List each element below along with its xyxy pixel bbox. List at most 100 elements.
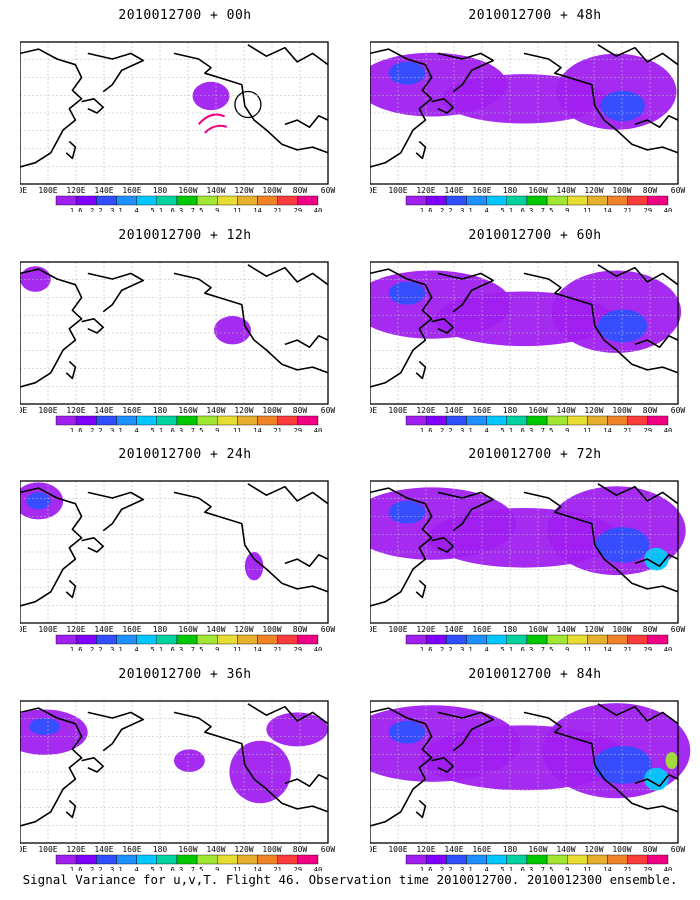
colorbar-swatch: [277, 854, 299, 865]
variance-region: [20, 266, 51, 292]
lon-label: 120W: [584, 186, 603, 195]
coastline: [523, 272, 679, 374]
colorbar-label: 11: [583, 866, 591, 871]
colorbar-label: 21: [623, 866, 631, 871]
colorbar-label: 40: [314, 866, 322, 871]
colorbar-label: 29: [294, 646, 302, 651]
variance-region: [266, 712, 328, 747]
colorbar-label: 3.1: [460, 207, 473, 212]
variance-region: [244, 552, 264, 581]
lon-label: 80W: [293, 406, 308, 415]
coastline: [431, 318, 454, 334]
colorbar-swatch: [156, 634, 178, 645]
lon-label: 160E: [122, 186, 141, 195]
colorbar-label: 4: [485, 427, 489, 432]
colorbar-label: 29: [644, 207, 652, 212]
lon-label: 80E: [370, 845, 377, 854]
lon-label: 100W: [612, 186, 631, 195]
colorbar-swatch: [425, 854, 447, 865]
lon-label: 120W: [584, 406, 603, 415]
panel-title: 2010012700 + 84h: [468, 667, 602, 682]
colorbar-label: 6.3: [171, 866, 184, 871]
colorbar-swatch: [425, 415, 447, 426]
coastline: [415, 360, 427, 380]
lon-label: 120E: [416, 186, 435, 195]
colorbar-label: 9: [565, 427, 569, 432]
colorbar-swatch: [425, 634, 447, 645]
colorbar-swatch: [506, 195, 528, 206]
colorbar-label: 5.1: [150, 427, 163, 432]
colorbar-label: 1.6: [70, 866, 83, 871]
coastline: [81, 98, 104, 114]
lon-label: 60W: [671, 845, 686, 854]
coastline: [173, 52, 329, 154]
lon-label: 80E: [20, 406, 27, 415]
colorbar-swatch: [116, 195, 137, 206]
colorbar-label: 7.5: [191, 866, 204, 871]
colorbar-swatch: [156, 854, 178, 865]
lon-label: 100W: [262, 406, 281, 415]
colorbar-swatch: [156, 415, 178, 426]
lon-label: 100E: [38, 625, 57, 634]
colorbar-label: 6.3: [521, 866, 534, 871]
lon-label: 160E: [472, 186, 491, 195]
coastline: [284, 554, 329, 567]
colorbar-swatch: [546, 415, 568, 426]
lon-label: 160E: [472, 406, 491, 415]
lon-label: 120E: [416, 845, 435, 854]
colorbar-swatch: [237, 415, 258, 426]
colorbar-swatch: [446, 195, 467, 206]
colorbar-label: 4: [135, 427, 139, 432]
colorbar-label: 5.1: [150, 207, 163, 212]
colorbar-swatch: [75, 195, 97, 206]
lon-label: 140E: [94, 845, 113, 854]
lon-label: 180: [503, 406, 518, 415]
colorbar-swatch: [297, 415, 319, 426]
colorbar-label: 1.6: [420, 207, 433, 212]
colorbar-swatch: [297, 854, 319, 865]
map-panel: 2010012700 + 48h80N70N60N50N40N30N20N10N…: [370, 8, 700, 223]
map-frame: [370, 261, 679, 405]
coastline: [20, 707, 83, 827]
lon-label: 140W: [206, 625, 225, 634]
variance-region: [388, 61, 426, 85]
variance-region: [665, 752, 678, 770]
colorbar-swatch: [75, 415, 97, 426]
coastline: [370, 487, 433, 607]
colorbar-swatch: [136, 854, 157, 865]
lon-label: 120E: [66, 186, 85, 195]
colorbar-label: 7.5: [191, 427, 204, 432]
lon-label: 100E: [38, 186, 57, 195]
colorbar-swatch: [506, 415, 528, 426]
lon-label: 180: [153, 186, 168, 195]
colorbar-swatch: [627, 195, 649, 206]
lon-label: 80W: [293, 625, 308, 634]
coastline: [65, 799, 77, 819]
coastline: [20, 487, 83, 607]
colorbar-label: 9: [215, 866, 219, 871]
map-frame: [20, 261, 329, 405]
lon-label: 60W: [671, 406, 686, 415]
colorbar-swatch: [466, 195, 487, 206]
coastline: [431, 757, 454, 773]
colorbar-swatch: [567, 415, 588, 426]
coastline: [247, 264, 329, 286]
coastline: [634, 115, 679, 128]
colorbar-label: 2.2: [90, 207, 103, 212]
colorbar-swatch: [486, 634, 507, 645]
colorbar-swatch: [486, 195, 507, 206]
lon-label: 140W: [556, 406, 575, 415]
lon-label: 100E: [388, 845, 407, 854]
map-frame: [370, 700, 679, 844]
lon-label: 80E: [20, 186, 27, 195]
colorbar-label: 5.1: [150, 866, 163, 871]
lon-label: 140E: [444, 845, 463, 854]
lon-label: 60W: [321, 845, 336, 854]
colorbar-label: 3.1: [110, 427, 123, 432]
map-panel: 2010012700 + 24h80N70N60N50N40N30N20N10N…: [20, 447, 350, 662]
map-frame: [20, 700, 329, 844]
lon-label: 80E: [370, 406, 377, 415]
variance-region: [26, 492, 51, 510]
lon-label: 140E: [444, 406, 463, 415]
coastline: [437, 52, 494, 93]
